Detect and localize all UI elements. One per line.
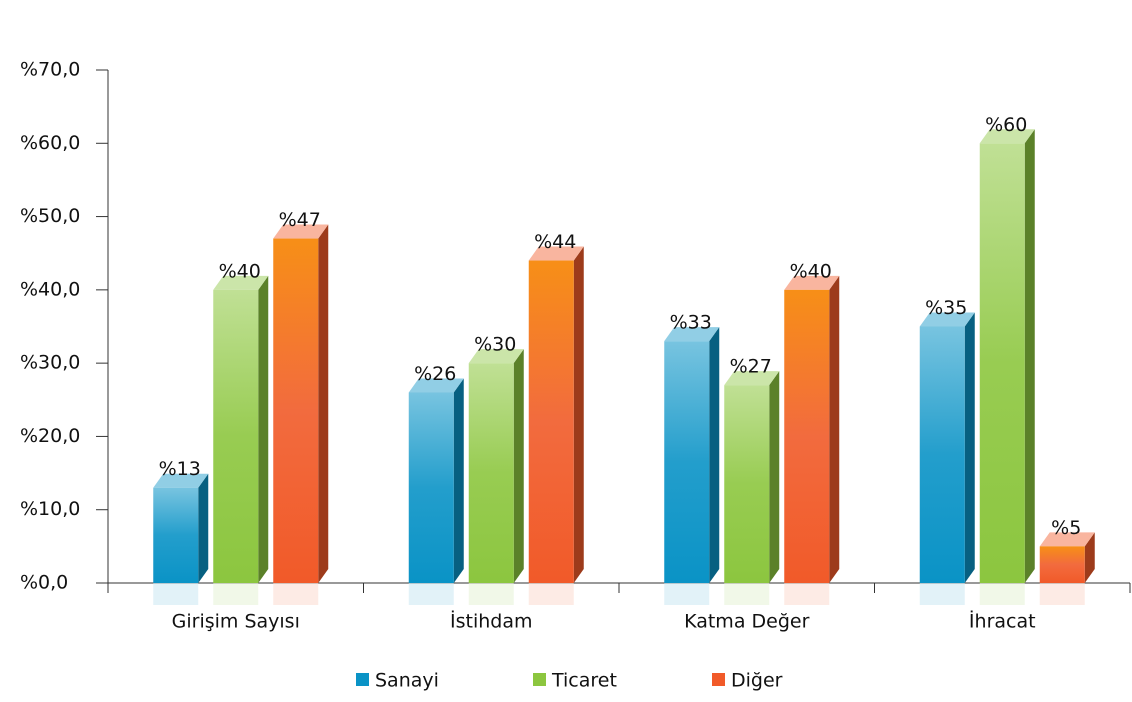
- bar: [153, 487, 199, 583]
- y-tick-label: %60,0: [20, 132, 80, 154]
- bar-side: [829, 275, 840, 583]
- bar-side: [964, 312, 975, 583]
- bar-reflection: [979, 583, 1025, 605]
- x-tick-label: İhracat: [969, 610, 1036, 633]
- bar: [408, 392, 454, 583]
- bar-reflection: [408, 583, 454, 605]
- y-tick-label: %30,0: [20, 352, 80, 374]
- data-label: %35: [925, 297, 967, 319]
- bar-reflection: [213, 583, 259, 605]
- data-label: %40: [219, 260, 261, 282]
- bar-side: [769, 371, 780, 583]
- data-label: %13: [159, 458, 201, 480]
- data-label: %40: [790, 260, 832, 282]
- bar-reflection: [784, 583, 830, 605]
- x-tick-label: İstihdam: [450, 610, 533, 633]
- x-tick-label: Girişim Sayısı: [172, 611, 300, 633]
- bar-side: [453, 378, 464, 583]
- bar-top: [408, 378, 464, 393]
- bar-reflection: [919, 583, 965, 605]
- bar: [724, 385, 770, 583]
- data-label: %26: [414, 363, 456, 385]
- bar: [468, 363, 514, 583]
- legend-label: Sanayi: [375, 670, 439, 692]
- legend-swatch: [356, 673, 369, 686]
- bar: [213, 289, 259, 583]
- bar-reflection: [468, 583, 514, 605]
- data-label: %27: [730, 356, 772, 378]
- bar: [273, 238, 319, 584]
- legend-swatch: [533, 673, 546, 686]
- legend-label: Ticaret: [551, 670, 617, 692]
- y-tick-label: %40,0: [20, 278, 80, 300]
- bar-top: [664, 327, 720, 342]
- bar-top: [724, 371, 780, 386]
- data-label: %5: [1051, 517, 1081, 539]
- y-tick-label: %70,0: [20, 59, 80, 81]
- bar-top: [273, 224, 329, 239]
- bar-top: [979, 129, 1035, 144]
- bar-reflection: [724, 583, 770, 605]
- data-label: %33: [670, 312, 712, 334]
- bar-reflection: [664, 583, 710, 605]
- bar: [919, 326, 965, 583]
- bar-reflection: [273, 583, 319, 605]
- y-tick-label: %0,0: [20, 572, 68, 594]
- bar-side: [709, 327, 720, 583]
- bar: [1039, 546, 1085, 583]
- data-label: %44: [534, 231, 576, 253]
- bar: [784, 289, 830, 583]
- legend-swatch: [712, 673, 725, 686]
- bar-top: [468, 349, 524, 364]
- data-label: %47: [279, 209, 321, 231]
- bar-top: [528, 246, 584, 261]
- bar-side: [1084, 532, 1095, 583]
- bar-reflection: [1039, 583, 1085, 605]
- data-label: %60: [985, 114, 1027, 136]
- y-tick-label: %20,0: [20, 425, 80, 447]
- bar: [528, 260, 574, 583]
- bar-top: [784, 275, 840, 290]
- bar: [979, 143, 1025, 584]
- bar-top: [153, 473, 209, 488]
- bar-side: [1024, 129, 1035, 584]
- legend-label: Diğer: [731, 670, 783, 692]
- bar-side: [258, 275, 269, 583]
- y-tick-label: %10,0: [20, 498, 80, 520]
- y-tick-label: %50,0: [20, 205, 80, 227]
- data-label: %30: [474, 334, 516, 356]
- bar-side: [513, 349, 524, 583]
- bar-reflection: [153, 583, 199, 605]
- bar-top: [213, 275, 269, 290]
- bar-top: [1039, 532, 1095, 547]
- x-tick-label: Katma Değer: [684, 611, 809, 633]
- bar-top: [919, 312, 975, 327]
- bar-side: [573, 246, 584, 584]
- bar-reflection: [528, 583, 574, 605]
- bar-side: [198, 473, 209, 583]
- bar-side: [318, 224, 329, 584]
- bar: [664, 341, 710, 583]
